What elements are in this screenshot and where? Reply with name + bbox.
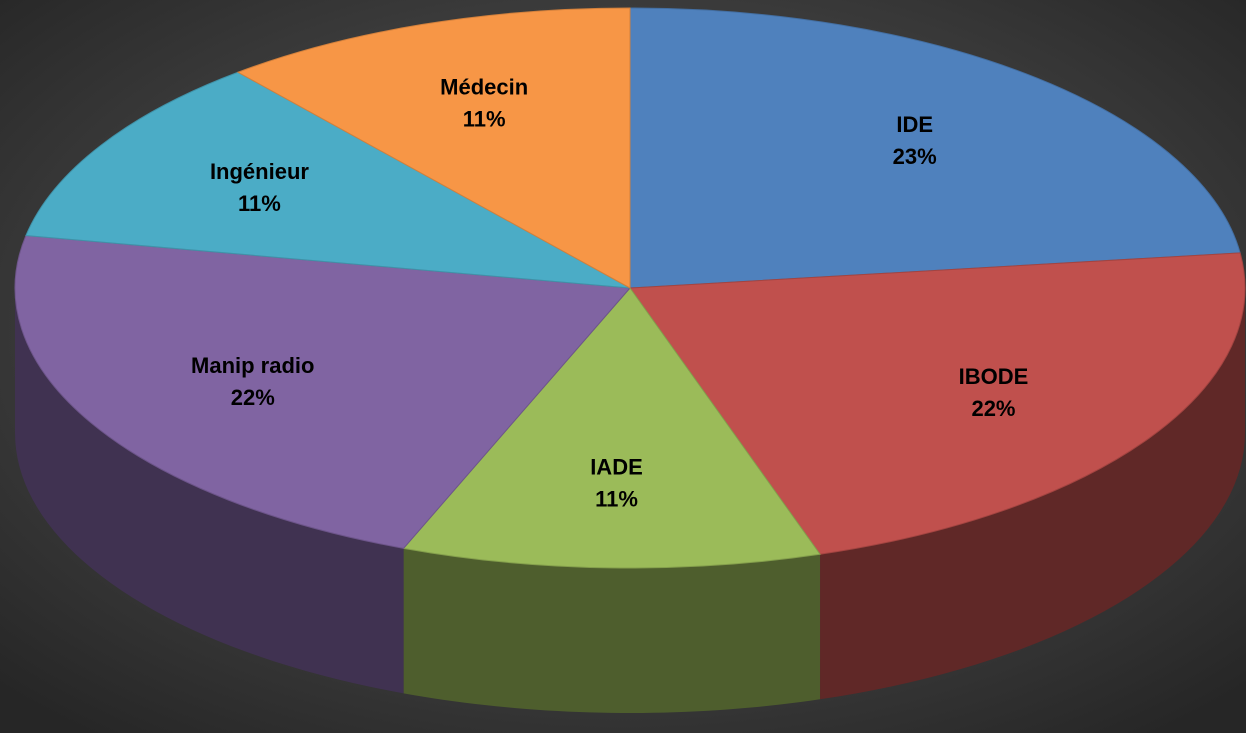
pie-side: [15, 288, 404, 694]
slice-label: IDE: [896, 112, 933, 137]
pie-side: [403, 548, 821, 713]
pie-sides: [15, 288, 1245, 713]
slice-label: Médecin: [440, 74, 528, 99]
pie-slice: [402, 287, 821, 569]
slice-label: IADE: [590, 455, 643, 480]
slice-value-label: 11%: [463, 106, 506, 131]
slice-label: Manip radio: [191, 353, 314, 378]
slice-value-label: 11%: [595, 487, 638, 512]
slice-value-label: 23%: [893, 144, 937, 169]
pie-slice: [629, 252, 1246, 555]
slice-label: Ingénieur: [210, 159, 309, 184]
slice-value-label: 22%: [971, 396, 1015, 421]
pie-tops: [14, 7, 1246, 569]
slice-label: IBODE: [959, 364, 1029, 389]
pie-slice: [25, 71, 631, 289]
labels: IDE 23% IBODE 22% IADE 11% Manip radio 22% Ingén…: [191, 74, 1028, 511]
slice-value-label: 11%: [238, 191, 281, 216]
slice-value-label: 22%: [231, 385, 275, 410]
pie-slice: [14, 235, 632, 549]
pie-slice: [629, 7, 1241, 289]
pie-side: [820, 288, 1245, 700]
pie-slice: [236, 7, 631, 289]
